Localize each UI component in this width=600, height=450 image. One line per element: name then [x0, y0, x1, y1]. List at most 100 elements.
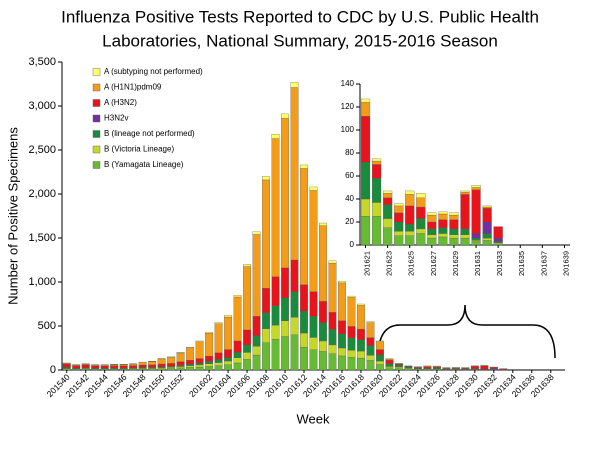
bar-segment	[357, 328, 365, 340]
x-tick-label: 201637	[539, 251, 548, 276]
bar-segment	[480, 365, 489, 370]
bar-segment	[319, 322, 327, 342]
bar-segment	[72, 365, 81, 369]
bar-segment	[347, 295, 356, 298]
legend-swatch	[92, 130, 101, 138]
bar-segment	[338, 355, 346, 371]
bar-segment	[224, 360, 233, 365]
bar-segment	[471, 237, 481, 241]
bar-segment	[449, 212, 459, 216]
bar-segment	[385, 367, 394, 371]
bar-segment	[281, 336, 289, 371]
bar-segment	[309, 190, 318, 292]
bar-segment	[449, 237, 459, 246]
bar-segment	[119, 365, 128, 369]
bar-segment	[357, 350, 365, 359]
bar-segment	[243, 359, 252, 371]
bar-segment	[281, 267, 289, 298]
bar-segment	[214, 362, 223, 366]
bar-segment	[271, 305, 280, 326]
bar-segment	[423, 366, 432, 369]
bar-segment	[427, 221, 437, 230]
bar-segment	[167, 357, 176, 364]
x-tick-label: 201635	[517, 251, 526, 276]
bar-segment	[394, 203, 404, 207]
bar-segment	[416, 193, 426, 198]
bar-segment	[138, 368, 147, 371]
bar-segment	[328, 260, 337, 264]
bar-segment	[252, 231, 261, 235]
bracket	[377, 304, 556, 359]
bar-segment	[300, 168, 308, 285]
bar-segment	[100, 365, 109, 369]
bar-segment	[347, 350, 356, 358]
legend-swatch	[92, 99, 101, 107]
bar-segment	[129, 368, 138, 371]
bar-segment	[471, 233, 481, 239]
bar-segment	[129, 363, 138, 366]
y-tick-label: 80	[345, 148, 354, 157]
bar-segment	[375, 349, 384, 356]
bar-segment	[470, 365, 479, 369]
bar-segment	[62, 368, 71, 371]
bar-segment	[243, 266, 252, 331]
bar-segment	[405, 235, 415, 246]
bar-segment	[383, 204, 393, 219]
x-tick-label: 201621	[363, 251, 372, 276]
bar-segment	[281, 113, 289, 119]
bar-segment	[438, 219, 448, 228]
bar-segment	[471, 185, 481, 188]
bar-segment	[357, 305, 365, 330]
bar-segment	[214, 322, 223, 324]
bar-segment	[176, 366, 185, 369]
bar-segment	[427, 237, 437, 246]
bar-segment	[405, 231, 415, 236]
bar-segment	[319, 222, 327, 226]
bar-segment	[309, 337, 318, 350]
bar-segment	[366, 360, 375, 371]
bar-segment	[271, 324, 280, 340]
bar-segment	[360, 216, 371, 246]
bar-segment	[328, 328, 337, 346]
bar-segment	[449, 219, 459, 230]
bar-segment	[366, 321, 375, 323]
bar-segment	[482, 206, 492, 209]
bar-segment	[460, 228, 470, 235]
bar-segment	[383, 218, 393, 228]
bar-segment	[176, 367, 185, 371]
bar-segment	[271, 276, 280, 306]
bar-segment	[471, 241, 481, 246]
bar-segment	[309, 316, 318, 338]
bar-segment	[195, 364, 204, 368]
bar-segment	[167, 367, 176, 369]
bar-segment	[375, 360, 384, 365]
y-tick-label: 100	[341, 125, 355, 134]
bar-segment	[482, 205, 492, 208]
chart-title: Laboratories, National Summary, 2015-201…	[102, 31, 498, 50]
bar-segment	[262, 176, 270, 181]
bar-segment	[416, 228, 426, 234]
bar-segment	[186, 363, 195, 366]
bar-segment	[252, 354, 261, 371]
bar-segment	[309, 186, 318, 191]
bar-segment	[328, 344, 337, 354]
bar-segment	[233, 340, 242, 353]
chart-title: Influenza Positive Tests Reported to CDC…	[61, 7, 539, 26]
bar-segment	[482, 233, 492, 239]
bar-segment	[372, 216, 382, 246]
bar-segment	[427, 234, 437, 239]
bar-segment	[262, 288, 270, 313]
y-tick-label: 2,500	[28, 144, 56, 156]
bar-segment	[224, 357, 233, 362]
bar-segment	[357, 357, 365, 371]
bar-segment	[347, 326, 356, 339]
bar-segment	[416, 206, 426, 219]
bar-segment	[290, 87, 299, 261]
y-axis-title: Number of Positive Specimens	[5, 127, 20, 305]
bar-segment	[338, 347, 346, 357]
bar-segment	[110, 364, 119, 366]
x-tick-label: 201629	[451, 251, 460, 276]
bar-segment	[300, 284, 308, 312]
bar-segment	[328, 262, 337, 313]
legend-swatch	[92, 68, 101, 76]
